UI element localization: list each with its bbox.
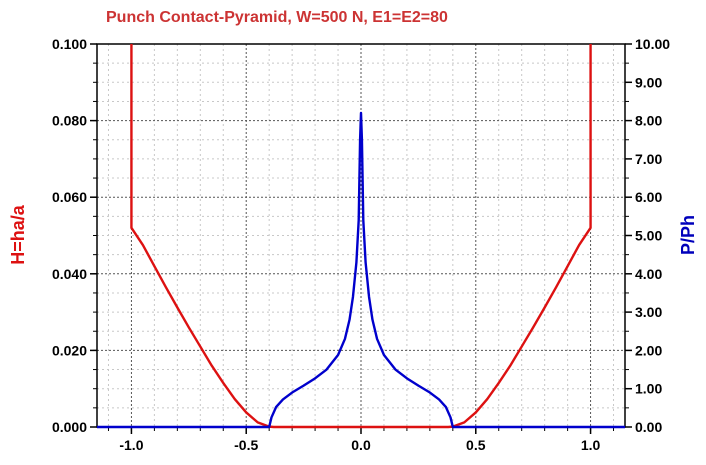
y-right-tick-label: 2.00 <box>635 342 662 358</box>
gap-line <box>130 44 592 429</box>
y-right-tick-label: 4.00 <box>635 266 662 282</box>
y-left-tick-label: 0.060 <box>52 189 87 205</box>
y-right-tick-label: 10.00 <box>635 36 670 52</box>
y-right-tick-label: 8.00 <box>635 113 662 129</box>
x-tick-label: 0.5 <box>466 437 486 453</box>
y-left-tick-label: 0.020 <box>52 342 87 358</box>
y-axis-label-left: H=ha/a <box>8 204 28 265</box>
y-left-tick-label: 0.000 <box>52 419 87 435</box>
x-tick-label: -1.0 <box>119 437 143 453</box>
axis-ticks <box>90 43 632 434</box>
y-right-tick-label: 5.00 <box>635 228 662 244</box>
chart-title: Punch Contact-Pyramid, W=500 N, E1=E2=80 <box>106 9 448 26</box>
x-tick-label: 0.0 <box>351 437 371 453</box>
y-left-tick-label: 0.080 <box>52 113 87 129</box>
y-right-tick-label: 3.00 <box>635 304 662 320</box>
y-axis-label-right: P/Ph <box>678 215 698 255</box>
x-tick-label: -0.5 <box>234 437 258 453</box>
pressure-line <box>97 111 625 429</box>
series-lines <box>97 44 625 429</box>
tick-labels: -1.0 -0.5 0.0 0.5 1.0 0.000 0.020 0.040 0.060 0.0… <box>52 36 670 453</box>
y-right-tick-label: 7.00 <box>635 151 662 167</box>
y-left-tick-label: 0.100 <box>52 36 87 52</box>
y-right-tick-label: 1.00 <box>635 381 662 397</box>
y-right-tick-label: 0.00 <box>635 419 662 435</box>
y-right-tick-label: 6.00 <box>635 189 662 205</box>
y-right-tick-label: 9.00 <box>635 74 662 90</box>
x-tick-label: 1.0 <box>581 437 601 453</box>
grid <box>97 44 625 427</box>
y-left-tick-label: 0.040 <box>52 266 87 282</box>
